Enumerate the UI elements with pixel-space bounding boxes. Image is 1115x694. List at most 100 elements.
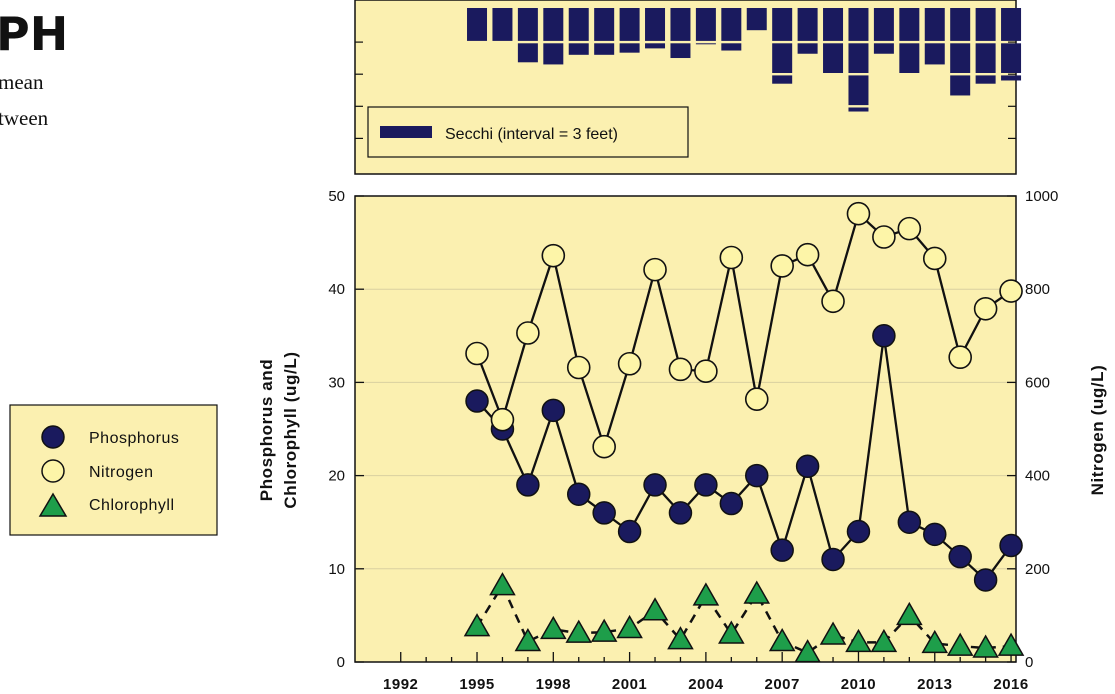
y-tick-label: 20 xyxy=(328,468,345,485)
legend-label-nitrogen: Nitrogen xyxy=(89,464,153,481)
chlorophyll-point-1999 xyxy=(565,619,593,643)
legend-label-phosphorus: Phosphorus xyxy=(89,430,179,447)
series-lines xyxy=(475,211,1012,655)
secchi-bar-2009 xyxy=(823,8,844,41)
nitrogen-point-2008 xyxy=(795,242,820,267)
chlorophyll-point-2010 xyxy=(845,628,872,653)
phosphorus-point-2007 xyxy=(770,538,794,562)
secchi-bar-2011 xyxy=(873,43,894,54)
series-legend: Phosphorus Nitrogen Chlorophyll xyxy=(9,404,218,536)
axis-ticks xyxy=(355,195,1016,663)
y-tick-label: 40 xyxy=(328,281,345,298)
chlorophyll-point-2011 xyxy=(870,628,898,653)
secchi-bar-2008 xyxy=(797,8,818,41)
secchi-bar-2000 xyxy=(594,43,615,55)
secchi-bar-2012 xyxy=(899,8,920,41)
y2-tick-label: 0 xyxy=(1025,654,1033,671)
secchi-bar-1998 xyxy=(543,43,564,65)
phosphorus-point-1999 xyxy=(566,482,591,506)
secchi-tick-group xyxy=(355,41,1016,139)
phosphorus-point-1998 xyxy=(541,398,566,423)
x-tick-label: 1998 xyxy=(536,676,571,693)
phosphorus-point-2013 xyxy=(923,522,947,547)
phosphorus-point-2005 xyxy=(719,491,744,516)
secchi-bar-2002 xyxy=(645,43,666,49)
secchi-bar-2012 xyxy=(899,43,920,73)
chlorophyll-point-1998 xyxy=(540,615,567,640)
nitrogen-point-2000 xyxy=(592,434,616,459)
nitrogen-point-1999 xyxy=(566,355,591,380)
chlorophyll-point-2015 xyxy=(972,634,999,658)
nitrogen-point-2012 xyxy=(897,216,922,241)
secchi-bar-group xyxy=(467,8,1022,112)
y2-tick-label: 400 xyxy=(1025,468,1050,485)
secchi-bar-2005 xyxy=(721,8,742,41)
nitrogen-point-2002 xyxy=(643,257,667,282)
secchi-legend: Secchi (interval = 3 feet) xyxy=(367,106,689,158)
y-tick-label: 10 xyxy=(328,561,345,578)
chlorophyll-point-2016 xyxy=(997,632,1025,656)
phosphorus-point-2008 xyxy=(795,454,820,479)
y-tick-label: 30 xyxy=(328,374,345,391)
secchi-bar-2003 xyxy=(670,43,691,59)
nitrogen-point-1997 xyxy=(516,321,540,345)
phosphorus-point-2006 xyxy=(745,463,769,488)
main-plot: 0 10 20 30 40 50 0 200 400 600 800 1000 1992 1995 1998… xyxy=(257,188,1107,693)
y-axis-title-line1: Phosphorus and xyxy=(257,359,276,502)
x-tick-label: 2001 xyxy=(612,676,647,693)
secchi-bar-2015 xyxy=(975,8,996,41)
secchi-bar-2016 xyxy=(1001,75,1022,81)
secchi-bar-2000 xyxy=(594,8,615,41)
chlorophyll-point-2003 xyxy=(667,626,694,650)
secchi-bar-2004 xyxy=(695,43,716,45)
nitrogen-point-2016 xyxy=(999,279,1023,303)
page-title-fragment: PH xyxy=(0,7,68,61)
y2-tick-label: 200 xyxy=(1025,561,1050,578)
phosphorus-point-2015 xyxy=(973,568,998,592)
secchi-bar-1997 xyxy=(517,8,538,41)
chlorophyll-point-2000 xyxy=(590,618,618,642)
secchi-bar-2003 xyxy=(670,8,691,41)
secchi-bar-2010 xyxy=(848,75,869,106)
chlorophyll-point-2006 xyxy=(743,580,771,604)
secchi-bar-2015 xyxy=(975,75,996,84)
x-tick-label: 2013 xyxy=(917,676,952,693)
secchi-bar-2007 xyxy=(772,8,793,41)
phosphorus-point-2000 xyxy=(592,501,616,525)
secchi-bar-2013 xyxy=(924,8,945,41)
phosphorus-point-2014 xyxy=(948,544,972,569)
phosphorus-point-2002 xyxy=(643,473,667,497)
chlorophyll-point-2002 xyxy=(641,597,669,621)
y-tick-label: 50 xyxy=(328,188,345,205)
chlorophyll-line xyxy=(475,582,1012,655)
x-tick-label: 2010 xyxy=(841,676,876,693)
phosphorus-point-2012 xyxy=(897,510,922,534)
secchi-bar-2005 xyxy=(721,43,742,51)
chlorophyll-point-2008 xyxy=(794,639,821,663)
phosphorus-point-1997 xyxy=(516,473,540,497)
y-axis-title-line2: Chlorophyll (ug/L) xyxy=(281,351,300,508)
nitrogen-line xyxy=(475,211,1012,451)
chlorophyll-point-2013 xyxy=(921,629,949,654)
phosphorus-point-2016 xyxy=(999,533,1023,558)
secchi-bar-2013 xyxy=(924,43,945,65)
secchi-bar-2006 xyxy=(746,8,767,31)
chlorophyll-point-2014 xyxy=(946,632,974,656)
x-tick-label: 1995 xyxy=(459,676,494,693)
phosphorus-point-2004 xyxy=(694,473,718,497)
chlorophyll-point-1997 xyxy=(514,627,542,652)
nitrogen-point-2006 xyxy=(744,387,769,411)
nitrogen-point-1996 xyxy=(490,407,515,432)
series-markers xyxy=(463,201,1025,663)
chlorophyll-point-2004 xyxy=(692,582,720,606)
secchi-bar-1998 xyxy=(543,8,564,41)
secchi-bar-2015 xyxy=(975,43,996,73)
nitrogen-point-2004 xyxy=(694,359,718,384)
phosphorus-point-1995 xyxy=(465,389,489,413)
y2-tick-label: 600 xyxy=(1025,374,1050,391)
secchi-bar-2009 xyxy=(823,43,844,73)
secchi-bar-2014 xyxy=(950,43,971,73)
secchi-bar-2007 xyxy=(772,43,793,73)
x-tick-label: 1992 xyxy=(383,676,418,693)
nitrogen-point-2007 xyxy=(770,254,794,278)
